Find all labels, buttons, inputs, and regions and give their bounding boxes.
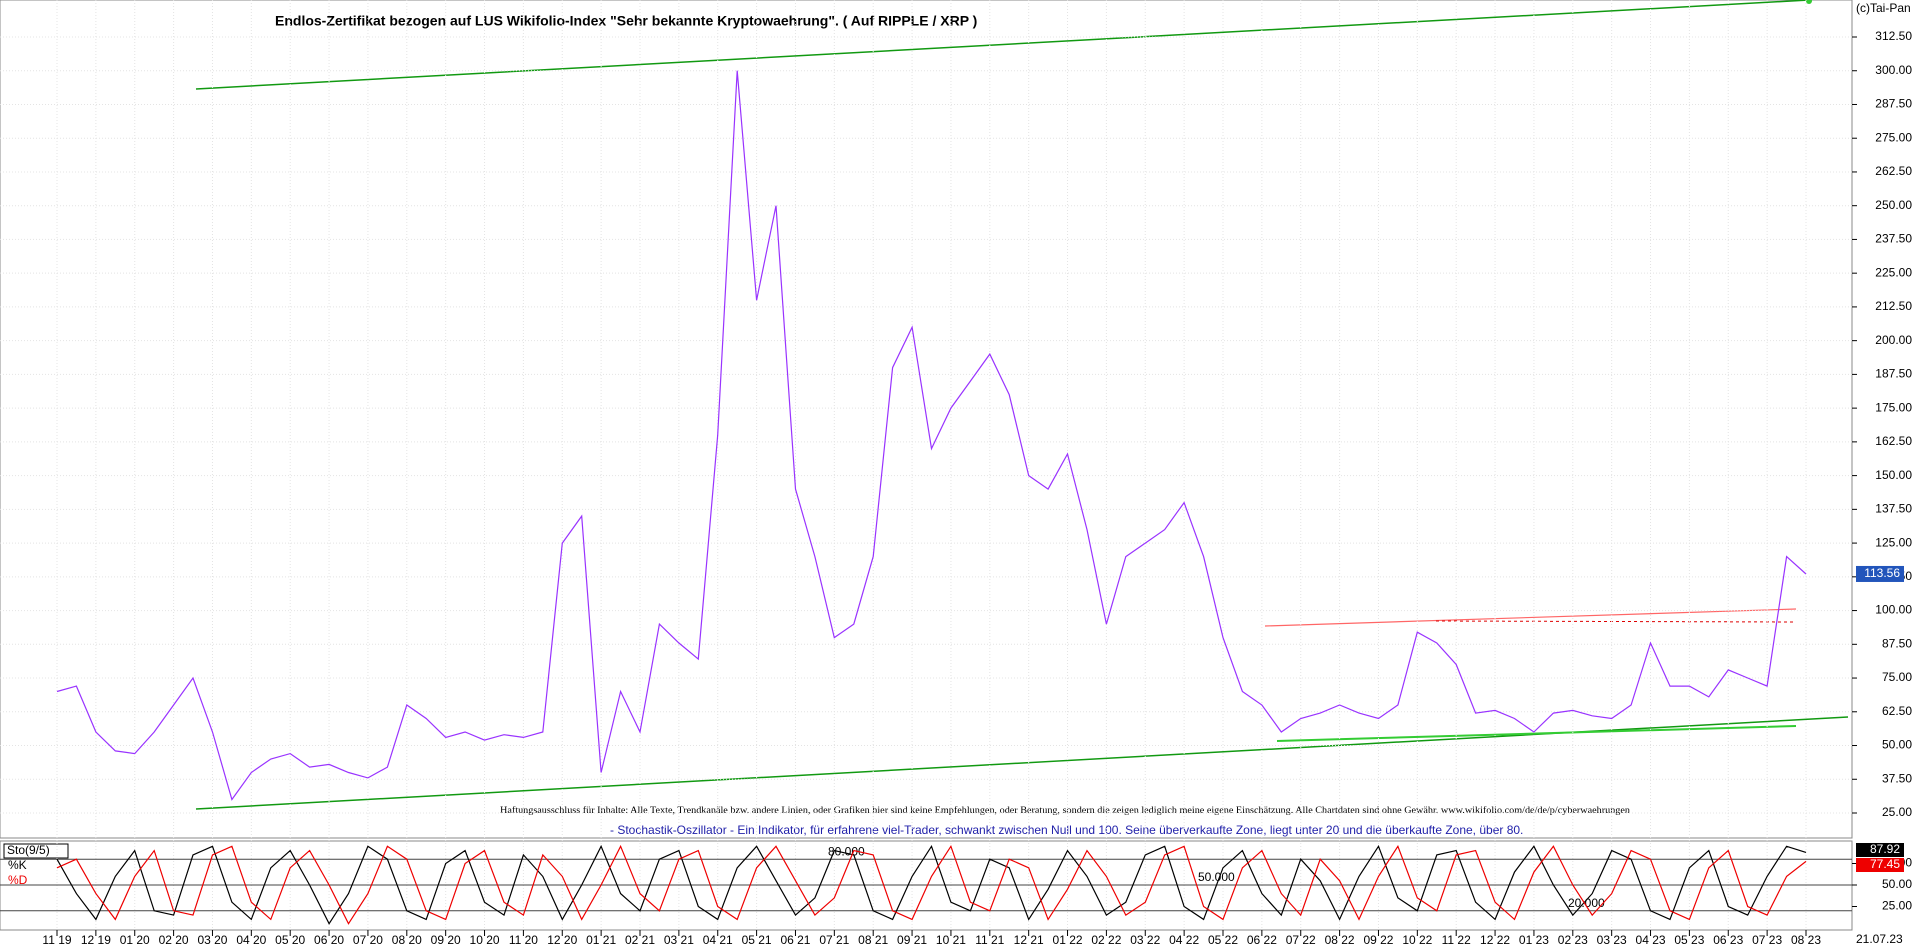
x-tick-label: 10 20 (470, 933, 500, 947)
x-tick-label: 08 20 (392, 933, 422, 947)
x-tick-label: 03 20 (197, 933, 227, 947)
x-tick-label: 05 22 (1208, 933, 1238, 947)
price-panel (0, 0, 1853, 839)
x-tick-label: 02 20 (159, 933, 189, 947)
x-tick-label: 02 23 (1558, 933, 1588, 947)
x-tick-label: 06 23 (1713, 933, 1743, 947)
x-tick-label: 07 20 (353, 933, 383, 947)
y-tick-label: 162.50 (1875, 434, 1912, 448)
y-tick-label: 300.00 (1875, 63, 1912, 77)
y-tick-label: 87.50 (1882, 636, 1912, 650)
y-tick-label: 50.00 (1882, 877, 1912, 891)
indicator-description: - Stochastik-Oszillator - Ein Indikator,… (610, 823, 1523, 837)
x-tick-label: 12 20 (547, 933, 577, 947)
y-tick-label: 25.00 (1882, 899, 1912, 913)
x-tick-label: 10 22 (1402, 933, 1432, 947)
x-tick-label: 10 21 (936, 933, 966, 947)
x-tick-label: 01 23 (1519, 933, 1549, 947)
trend-line (1276, 725, 1797, 742)
x-tick-label: 07 22 (1286, 933, 1316, 947)
last-value-box (1856, 858, 1904, 872)
x-tick-label: 02 21 (625, 933, 655, 947)
resistance-line (1435, 620, 1797, 623)
level-label: 50.000 (1198, 870, 1235, 884)
x-tick-label: 01 21 (586, 933, 616, 947)
series-line (56, 844, 1807, 925)
y-tick-label: 75.00 (1882, 670, 1912, 684)
y-tick-label: 62.50 (1882, 704, 1912, 718)
y-tick-label: 200.00 (1875, 333, 1912, 347)
x-tick-label: 01 20 (120, 933, 150, 947)
disclaimer: Haftungsausschluss für Inhalte: Alle Tex… (500, 805, 1631, 815)
level-label: 20.000 (1568, 896, 1605, 910)
y-tick-label: 187.50 (1875, 367, 1912, 381)
x-tick-label: 01 22 (1053, 933, 1083, 947)
last-value-label: 77.45 (1870, 857, 1900, 871)
x-tick-label: 11 19 (42, 933, 71, 947)
trend-point (1806, 0, 1812, 4)
last-value-box (1856, 843, 1904, 857)
y-tick-label: 287.50 (1875, 97, 1912, 111)
x-tick-label: 09 22 (1363, 933, 1393, 947)
y-tick-label: 225.00 (1875, 265, 1912, 279)
y-tick-label: 175.00 (1875, 400, 1912, 414)
resistance-line (1264, 608, 1797, 627)
x-tick-label: 04 23 (1636, 933, 1666, 947)
legend-label: %D (8, 873, 28, 887)
level-label: 80.000 (828, 844, 865, 858)
x-tick-label: 12 21 (1014, 933, 1044, 947)
y-tick-label: 50.00 (1882, 738, 1912, 752)
trend-line (195, 0, 1810, 90)
y-tick-label: 275.00 (1875, 130, 1912, 144)
x-tick-label: 09 21 (897, 933, 927, 947)
x-tick-label: 03 23 (1597, 933, 1627, 947)
x-tick-label: 12 22 (1480, 933, 1510, 947)
y-tick-label: 262.50 (1875, 164, 1912, 178)
x-tick-label: 06 21 (780, 933, 810, 947)
y-tick-label: 312.50 (1875, 29, 1912, 43)
x-tick-label: 08 22 (1325, 933, 1355, 947)
x-tick-label: 09 20 (431, 933, 461, 947)
x-tick-label: 03 22 (1130, 933, 1160, 947)
y-tick-label: 125.00 (1875, 535, 1912, 549)
x-tick-label: 04 22 (1169, 933, 1199, 947)
last-value-box (1856, 565, 1904, 582)
y-tick-label: 137.50 (1875, 502, 1912, 516)
x-tick-label: 06 20 (314, 933, 344, 947)
x-tick-label: 05 23 (1674, 933, 1704, 947)
y-tick-label: 37.50 (1882, 771, 1912, 785)
indicator-title: Sto(9/5) (7, 843, 50, 857)
x-tick-label: 04 21 (703, 933, 733, 947)
chart-title: Endlos-Zertifikat bezogen auf LUS Wikifo… (275, 13, 977, 29)
x-tick-label: 07 23 (1752, 933, 1782, 947)
legend-label: %K (8, 858, 27, 872)
last-value-label: 87.92 (1870, 842, 1900, 856)
x-tick-label: 03 21 (664, 933, 694, 947)
y-tick-label: 100.00 (1875, 603, 1912, 617)
y-tick-label: 250.00 (1875, 198, 1912, 212)
series-line (56, 70, 1807, 801)
x-tick-label: 07 21 (819, 933, 849, 947)
last-value-label: 113.56 (1864, 566, 1900, 580)
x-tick-label: 06 22 (1247, 933, 1277, 947)
y-tick-label: 150.00 (1875, 468, 1912, 482)
x-tick-label: 05 21 (742, 933, 772, 947)
indicator-box (3, 843, 69, 859)
x-tick-label: 11 21 (975, 933, 1004, 947)
series-line (56, 844, 1807, 925)
x-tick-label: 04 20 (236, 933, 266, 947)
x-tick-label: 02 22 (1091, 933, 1121, 947)
y-tick-label: 237.50 (1875, 232, 1912, 246)
date-label: 21.07.23 (1856, 932, 1903, 946)
x-tick-label: 11 20 (509, 933, 538, 947)
copyright: (c)Tai-Pan (1856, 1, 1911, 15)
x-tick-label: 12 19 (81, 933, 111, 947)
x-tick-label: 11 22 (1442, 933, 1471, 947)
y-tick-label: 212.50 (1875, 299, 1912, 313)
x-tick-label: 08 21 (858, 933, 888, 947)
x-tick-label: 05 20 (275, 933, 305, 947)
y-tick-label: 25.00 (1882, 805, 1912, 819)
x-tick-label: 08 23 (1791, 933, 1821, 947)
